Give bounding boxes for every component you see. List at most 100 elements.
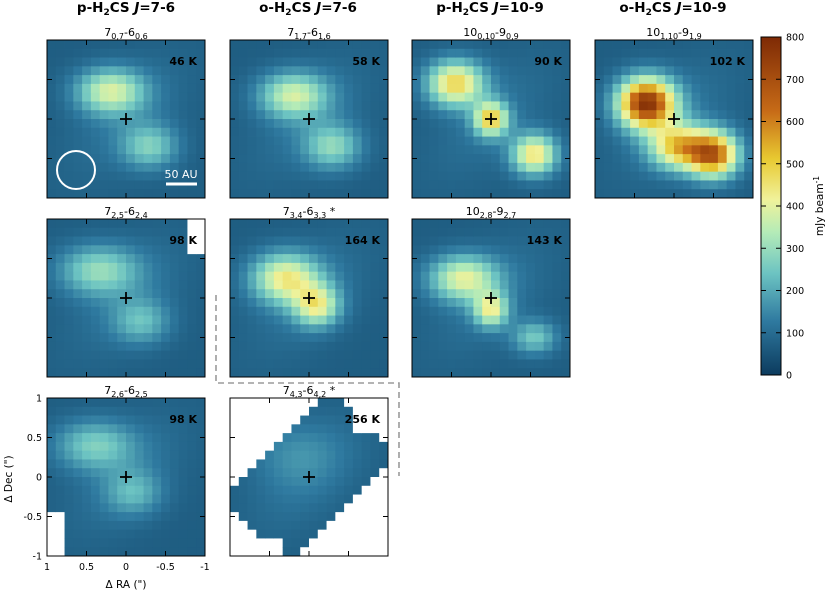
heatmap-cell (438, 40, 448, 50)
heatmap-cell (265, 306, 275, 316)
heatmap-cell (370, 254, 380, 264)
heatmap-cell (543, 180, 553, 190)
heatmap-cell (64, 368, 74, 378)
heatmap-cell (187, 154, 197, 164)
heatmap-cell (344, 75, 354, 85)
heatmap-cell (126, 433, 136, 443)
heatmap-cell (90, 289, 101, 299)
heatmap-cell (379, 298, 389, 308)
heatmap-cell (335, 227, 345, 237)
heatmap-cell (735, 57, 745, 67)
heatmap-cell (152, 92, 162, 102)
heatmap-cell (455, 350, 466, 360)
heatmap-cell (265, 48, 275, 58)
heatmap-cell (247, 450, 257, 460)
heatmap-cell (647, 92, 657, 102)
heatmap-cell (265, 538, 275, 548)
heatmap-cell (595, 162, 605, 173)
heatmap-cell (108, 236, 118, 246)
heatmap-cell (169, 368, 180, 378)
heatmap-cell (152, 227, 162, 237)
heatmap-cell (682, 180, 692, 190)
heatmap-cell (317, 66, 327, 76)
heatmap-cell (361, 236, 371, 246)
heatmap-cell (464, 254, 474, 264)
heatmap-cell (47, 48, 57, 58)
heatmap-cell (55, 180, 65, 190)
heatmap-cell (517, 298, 527, 308)
heatmap-cell (108, 415, 118, 425)
heatmap-cell (352, 219, 363, 229)
heatmap-cell (300, 368, 310, 378)
heatmap-cell (326, 171, 336, 181)
heatmap-cell (291, 254, 301, 264)
heatmap-cell (73, 289, 83, 299)
heatmap-cell (361, 450, 371, 460)
heatmap-cell (169, 529, 180, 539)
heatmap-cell (178, 494, 188, 504)
heatmap-cell (282, 333, 292, 343)
heatmap-cell (379, 341, 389, 352)
heatmap-cell (438, 333, 448, 343)
heatmap-cell (543, 333, 553, 343)
heatmap-cell (99, 306, 109, 316)
heatmap-cell (370, 494, 380, 504)
heatmap-cell (187, 189, 197, 199)
heatmap-cell (709, 101, 719, 111)
heatmap-cell (161, 289, 171, 299)
heatmap-cell (665, 83, 675, 94)
heatmap-cell (335, 485, 345, 495)
heatmap-cell (82, 245, 92, 255)
heatmap-cell (370, 538, 380, 548)
heatmap-cell (335, 468, 345, 478)
heatmap-cell (73, 485, 83, 495)
heatmap-cell (412, 180, 422, 190)
heatmap-cell (169, 359, 180, 369)
heatmap-cell (517, 119, 527, 129)
heatmap-cell (491, 324, 501, 334)
panel-title-star: * (326, 384, 335, 397)
heatmap-cell (178, 341, 188, 352)
heatmap-cell (482, 271, 492, 281)
heatmap-cell (300, 110, 310, 120)
panel-title-text: -6 (124, 205, 135, 218)
heatmap-cell (247, 180, 257, 190)
heatmap-cell (352, 424, 363, 434)
heatmap-cell (603, 119, 613, 129)
heatmap-cell (73, 57, 83, 67)
heatmap-cell (273, 547, 284, 557)
heatmap-cell (55, 110, 65, 120)
heatmap-cell (674, 145, 684, 155)
heatmap-cell (379, 477, 389, 487)
heatmap-cell (273, 398, 284, 408)
heatmap-cell (455, 280, 466, 290)
heatmap-cell (508, 162, 518, 173)
heatmap-cell (352, 368, 363, 378)
heatmap-cell (595, 145, 605, 155)
heatmap-cell (265, 350, 275, 360)
heatmap-cell (117, 333, 127, 343)
heatmap-cell (352, 298, 363, 308)
heatmap-cell (90, 333, 101, 343)
heatmap-cell (429, 289, 439, 299)
heatmap-cell (99, 66, 109, 76)
heatmap-cell (152, 110, 162, 120)
heatmap-cell (256, 92, 266, 102)
heatmap-cell (300, 406, 310, 416)
heatmap-cell (291, 236, 301, 246)
heatmap-cell (361, 359, 371, 369)
heatmap-cell (543, 189, 553, 199)
heatmap-cell (344, 289, 354, 299)
heatmap-cell (282, 477, 292, 487)
heatmap-cell (99, 368, 109, 378)
heatmap-cell (603, 57, 613, 67)
heatmap-cell (447, 136, 457, 146)
heatmap-cell (335, 66, 345, 76)
heatmap-cell (344, 254, 354, 264)
heatmap-cell (326, 538, 336, 548)
heatmap-cell (230, 127, 240, 137)
heatmap-cell (665, 162, 675, 173)
heatmap-cell (291, 219, 301, 229)
heatmap-cell (73, 254, 83, 264)
heatmap-cell (187, 512, 197, 522)
